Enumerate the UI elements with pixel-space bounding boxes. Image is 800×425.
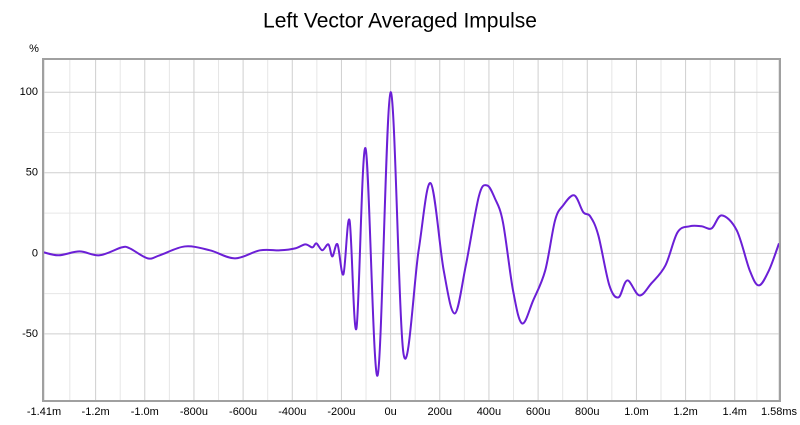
x-tick-label: 800u <box>575 406 599 418</box>
x-tick-label: -1.0m <box>131 406 159 418</box>
chart-title: Left Vector Averaged Impulse <box>263 10 537 33</box>
x-tick-label: -600u <box>229 406 257 418</box>
y-tick-label: -50 <box>22 328 38 340</box>
y-axis-label: % <box>29 43 39 55</box>
y-tick-label: 0 <box>32 247 38 259</box>
x-tick-label: -400u <box>278 406 306 418</box>
y-tick-label: 100 <box>20 86 38 98</box>
data-line <box>43 91 780 377</box>
x-tick-label: -800u <box>180 406 208 418</box>
plot-area <box>44 60 779 400</box>
plot-frame <box>42 58 781 402</box>
x-tick-label: -1.2m <box>82 406 110 418</box>
x-tick-label: 0u <box>384 406 396 418</box>
x-tick-label: 1.0m <box>624 406 648 418</box>
x-tick-label: -1.41m <box>27 406 61 418</box>
x-tick-label: 400u <box>477 406 501 418</box>
x-tick-label: -200u <box>327 406 355 418</box>
x-tick-label: 600u <box>526 406 550 418</box>
x-tick-label: 1.2m <box>673 406 697 418</box>
x-tick-label: 1.58ms <box>761 406 798 418</box>
x-tick-label: 200u <box>428 406 452 418</box>
x-tick-label: 1.4m <box>723 406 747 418</box>
y-tick-label: 50 <box>26 167 38 179</box>
